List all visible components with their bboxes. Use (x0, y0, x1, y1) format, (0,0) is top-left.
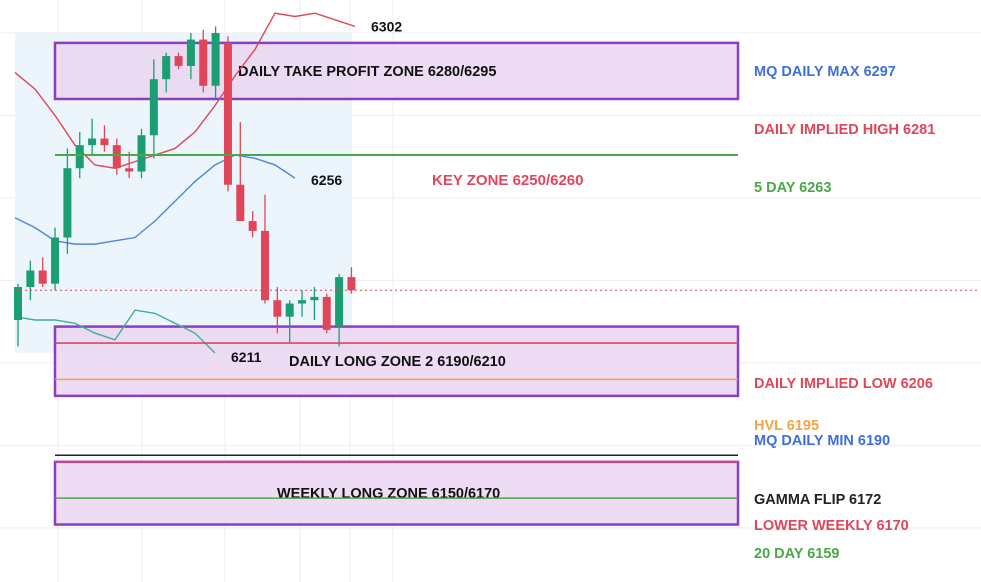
candle-body-16 (211, 32, 220, 86)
candle-body-12 (162, 56, 171, 80)
candle-body-6 (88, 138, 97, 146)
middle-band-line (14, 154, 296, 245)
level-label-4: HVL 6195 (754, 418, 819, 434)
candles-layer (14, 26, 356, 347)
candle-body-1 (26, 270, 35, 287)
zone-box-1 (53, 325, 740, 398)
candle-body-25 (322, 296, 331, 330)
level-label-7: LOWER WEEKLY 6170 (754, 518, 909, 534)
candle-body-3 (51, 237, 60, 284)
candle-body-0 (14, 287, 22, 320)
level-label-1: DAILY IMPLIED HIGH 6281 (754, 122, 935, 138)
candle-body-18 (236, 184, 245, 222)
level-label-5: MQ DAILY MIN 6190 (754, 433, 890, 449)
candle-body-8 (112, 145, 121, 169)
candle-body-22 (285, 303, 294, 317)
candle-body-23 (298, 300, 307, 304)
lower-band-line (14, 309, 216, 354)
labels-layer: 6302 6256 6211 KEY ZONE 6250/6260 MQ DAILY M… (231, 18, 935, 562)
candle-body-26 (335, 277, 344, 327)
levels-layer (15, 154, 980, 499)
candle-body-17 (223, 42, 232, 185)
candle-body-14 (186, 39, 195, 66)
lower-band-value-label: 6211 (231, 349, 262, 365)
level-label-8: 20 DAY 6159 (754, 546, 839, 562)
candle-body-19 (248, 221, 257, 231)
candle-body-24 (310, 296, 319, 301)
candle-body-13 (174, 56, 183, 66)
bands-layer (14, 12, 356, 354)
candle-body-20 (261, 230, 269, 301)
candle-body-27 (347, 277, 356, 291)
candle-body-5 (75, 145, 84, 169)
key-zone-label: KEY ZONE 6250/6260 (432, 172, 583, 189)
level-label-0: MQ DAILY MAX 6297 (754, 64, 896, 80)
upper-band-line (14, 12, 356, 169)
upper-band-value-label: 6302 (371, 18, 402, 34)
zone-label-0: DAILY TAKE PROFIT ZONE 6280/6295 (238, 64, 496, 80)
candle-body-10 (137, 135, 146, 172)
zone-label-1: DAILY LONG ZONE 2 6190/6210 (289, 354, 506, 370)
candle-body-21 (273, 300, 282, 317)
middle-band-value-label: 6256 (311, 172, 342, 188)
zone-box-2 (53, 460, 740, 526)
candle-body-15 (199, 39, 208, 86)
level-label-3: DAILY IMPLIED LOW 6206 (754, 376, 933, 392)
zone-label-2: WEEKLY LONG ZONE 6150/6170 (277, 486, 500, 502)
candle-body-11 (149, 79, 158, 136)
candle-body-7 (100, 138, 109, 146)
candle-body-4 (63, 168, 72, 238)
candle-body-2 (38, 270, 47, 284)
candle-body-9 (125, 168, 134, 172)
level-label-6: GAMMA FLIP 6172 (754, 492, 881, 508)
level-label-2: 5 DAY 6263 (754, 180, 831, 196)
